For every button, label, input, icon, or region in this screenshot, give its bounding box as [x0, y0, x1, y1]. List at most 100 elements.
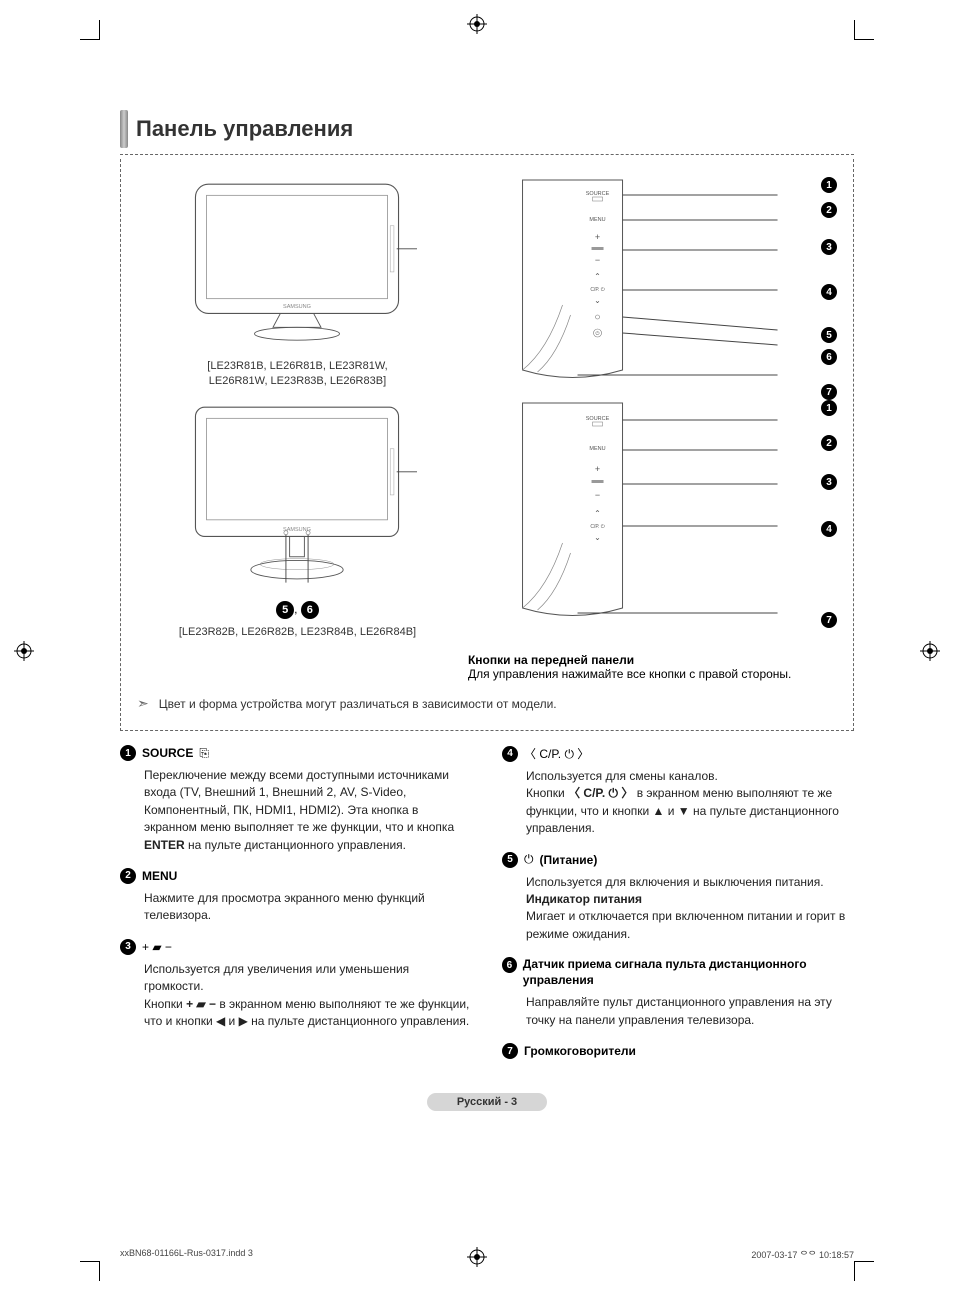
item-3-body: Используется для увеличения или уменьшен… [120, 961, 472, 1031]
item-volume: 3 + ▰ − Используется для увеличения или … [120, 939, 472, 1031]
diagram-container: SAMSUNG [LE23R81B, LE26R81B, LE23R81W, L… [120, 159, 854, 731]
item-4-body: Используется для смены каналов.Кнопки 〈 … [502, 768, 854, 838]
svg-text:⌄: ⌄ [594, 533, 601, 542]
badge2-4: 4 [821, 521, 837, 537]
side-panel-2-icon: SOURCE MENU + − ⌃ C/P. ⏻ ⌄ [468, 398, 837, 628]
svg-text:SOURCE: SOURCE [586, 416, 610, 422]
item-badge-5: 5 [502, 852, 518, 868]
footer-file: xxBN68-01166L-Rus-0317.indd 3 [120, 1248, 253, 1261]
svg-text:MENU: MENU [589, 217, 605, 223]
item-6-title: Датчик приема сигнала пульта дистанционн… [523, 957, 854, 988]
badge2-3: 3 [821, 474, 837, 490]
section-title-row: Панель управления [120, 110, 854, 148]
title-divider [120, 154, 854, 155]
diagram-row-1: SAMSUNG [LE23R81B, LE26R81B, LE23R81W, L… [137, 175, 837, 388]
item-badge-2: 2 [120, 868, 136, 884]
item-badge-4: 4 [502, 746, 518, 762]
footer-timestamp: 2007-03-17 ᄋᄋ 10:18:57 [751, 1248, 854, 1261]
right-column: 4 〈 C/P. ⏻ 〉 Используется для смены кана… [502, 745, 854, 1073]
models-list-1: [LE23R81B, LE26R81B, LE23R81W, LE26R81W,… [137, 359, 458, 388]
callout-body: Для управления нажимайте все кнопки с пр… [468, 667, 791, 681]
note-row: ➣ Цвет и форма устройства могут различат… [137, 695, 837, 712]
registration-mark-top [467, 14, 487, 34]
svg-text:SOURCE: SOURCE [586, 191, 610, 197]
tv-diagram-1: SAMSUNG [LE23R81B, LE26R81B, LE23R81W, L… [137, 175, 458, 388]
item-power: 5 ⏻ (Питание) Используется для включения… [502, 852, 854, 944]
item-badge-1: 1 [120, 745, 136, 761]
svg-text:⏻: ⏻ [595, 331, 599, 337]
badge-2: 2 [821, 202, 837, 218]
badge-3: 3 [821, 239, 837, 255]
badge-6-b: 6 [301, 601, 319, 619]
svg-text:+: + [595, 232, 600, 242]
title-accent-bar [120, 110, 128, 148]
item-badge-6: 6 [502, 957, 517, 973]
note-arrow-icon: ➣ [137, 695, 149, 712]
badge-1: 1 [821, 177, 837, 193]
item-5-title: (Питание) [540, 853, 598, 867]
item-7-title: Громкоговорители [524, 1044, 636, 1058]
item-source: 1 SOURCE ⎘ Переключение между всеми дост… [120, 745, 472, 854]
svg-text:+: + [595, 464, 600, 474]
page-number-pill: Русский - 3 [427, 1093, 547, 1111]
models-list-1-line2: LE26R81W, LE23R83B, LE26R83B] [209, 375, 386, 387]
badge2-1: 1 [821, 400, 837, 416]
item-6-body: Направляйте пульт дистанционного управле… [502, 994, 854, 1029]
side-panel-diagram-1: SOURCE MENU + − ⌃ C/P. ⏻ ⌄ ⏻ [468, 175, 837, 388]
panel-2-badges: 1 2 3 4 7 [821, 400, 837, 628]
tv-brand-label: SAMSUNG [284, 304, 312, 310]
tv-outline-1-icon: SAMSUNG [177, 175, 417, 350]
power-icon: ⏻ [524, 852, 534, 867]
channel-icon: 〈 C/P. ⏻ 〉 [524, 745, 589, 762]
item-badge-7: 7 [502, 1043, 518, 1059]
crop-mark-tr [854, 20, 874, 40]
crop-mark-bl [80, 1261, 100, 1281]
page-content: Панель управления SAMSUNG [LE23R81B, LE2… [120, 110, 854, 1111]
left-column: 1 SOURCE ⎘ Переключение между всеми дост… [120, 745, 472, 1073]
item-2-title: MENU [142, 869, 177, 883]
item-badge-3: 3 [120, 939, 136, 955]
side-panel-1-icon: SOURCE MENU + − ⌃ C/P. ⏻ ⌄ ⏻ [468, 175, 837, 385]
callout-heading: Кнопки на передней панели [468, 653, 634, 667]
badge-5-b: 5 [276, 601, 294, 619]
svg-text:⌄: ⌄ [594, 296, 601, 305]
models-list-2: [LE23R82B, LE26R82B, LE23R84B, LE26R84B] [137, 625, 458, 639]
crop-mark-br [854, 1261, 874, 1281]
models-list-1-line1: [LE23R81B, LE26R81B, LE23R81W, [207, 360, 387, 372]
item-1-body: Переключение между всеми доступными исто… [120, 767, 472, 854]
badge-5: 5 [821, 327, 837, 343]
source-icon: ⎘ [199, 746, 209, 761]
tv-outline-2-icon: SAMSUNG [177, 398, 417, 592]
side-panel-diagram-2: SOURCE MENU + − ⌃ C/P. ⏻ ⌄ 1 [468, 398, 837, 681]
svg-text:SAMSUNG: SAMSUNG [284, 527, 312, 533]
volume-icon: + ▰ − [142, 940, 172, 954]
note-text: Цвет и форма устройства могут различатьс… [159, 697, 557, 711]
svg-text:−: − [595, 255, 600, 265]
crop-mark-tl [80, 20, 100, 40]
descriptions: 1 SOURCE ⎘ Переключение между всеми дост… [120, 745, 854, 1073]
diagram-row-2: SAMSUNG 5, 6 [LE23R82B, LE26R82B, LE23R8… [137, 398, 837, 681]
item-menu: 2 MENU Нажмите для просмотра экранного м… [120, 868, 472, 925]
registration-mark-left [14, 641, 34, 661]
svg-text:C/P. ⏻: C/P. ⏻ [590, 524, 604, 530]
front-panel-callout: Кнопки на передней панели Для управления… [468, 653, 837, 681]
item-speakers: 7 Громкоговорители [502, 1043, 854, 1059]
svg-text:−: − [595, 490, 600, 500]
item-5-body: Используется для включения и выключения … [502, 874, 854, 944]
section-title: Панель управления [136, 116, 353, 142]
item-1-title: SOURCE [142, 746, 193, 760]
svg-text:MENU: MENU [589, 446, 605, 452]
badge2-7: 7 [821, 612, 837, 628]
svg-text:⌃: ⌃ [594, 509, 601, 518]
registration-mark-right [920, 641, 940, 661]
svg-text:C/P. ⏻: C/P. ⏻ [590, 287, 604, 293]
panel-1-badges: 1 2 3 4 5 6 7 [821, 177, 837, 400]
tv2-bottom-badges: 5, 6 [137, 601, 458, 619]
badge2-2: 2 [821, 435, 837, 451]
badge-6: 6 [821, 349, 837, 365]
item-channel: 4 〈 C/P. ⏻ 〉 Используется для смены кана… [502, 745, 854, 838]
tv-diagram-2: SAMSUNG 5, 6 [LE23R82B, LE26R82B, LE23R8… [137, 398, 458, 639]
footer: xxBN68-01166L-Rus-0317.indd 3 2007-03-17… [120, 1248, 854, 1261]
svg-text:⌃: ⌃ [594, 272, 601, 281]
item-2-body: Нажмите для просмотра экранного меню фун… [120, 890, 472, 925]
